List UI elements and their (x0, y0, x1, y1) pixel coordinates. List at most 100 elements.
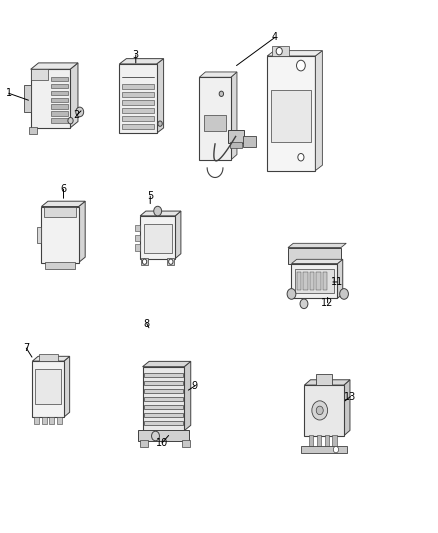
Bar (42, 417, 47, 424)
Bar (140, 440, 148, 447)
Polygon shape (32, 356, 70, 361)
Bar (228, 130, 244, 143)
Text: 9: 9 (192, 381, 198, 391)
Circle shape (169, 259, 173, 264)
Bar (51, 77, 68, 81)
Bar (316, 375, 332, 385)
Text: 2: 2 (74, 110, 80, 120)
Bar (144, 413, 183, 417)
Bar (291, 263, 337, 298)
Bar (303, 271, 307, 290)
Polygon shape (31, 63, 78, 69)
Bar (31, 69, 70, 128)
Bar (271, 90, 311, 142)
Bar (51, 84, 68, 88)
Polygon shape (64, 356, 70, 417)
Circle shape (76, 107, 84, 117)
Text: 10: 10 (156, 438, 168, 448)
Bar (135, 244, 140, 251)
Polygon shape (157, 59, 164, 133)
Bar (304, 385, 344, 436)
Bar (295, 269, 334, 293)
Circle shape (158, 121, 162, 126)
Bar (29, 127, 37, 134)
Bar (182, 440, 190, 447)
Bar (51, 118, 68, 123)
Bar (144, 373, 183, 377)
Polygon shape (288, 243, 346, 247)
Text: 7: 7 (23, 343, 29, 353)
Bar (332, 435, 337, 448)
Bar (167, 258, 174, 265)
Polygon shape (119, 59, 164, 64)
Bar (309, 435, 313, 448)
Polygon shape (304, 379, 350, 385)
Bar (301, 447, 347, 453)
Bar (49, 417, 54, 424)
Text: 1: 1 (6, 88, 12, 98)
Polygon shape (231, 72, 237, 160)
Bar (138, 430, 188, 441)
Text: 5: 5 (147, 191, 153, 201)
Bar (141, 258, 148, 265)
Bar (119, 64, 157, 133)
Circle shape (142, 259, 147, 264)
Bar (57, 417, 62, 424)
Polygon shape (184, 361, 191, 431)
Text: 11: 11 (331, 277, 343, 287)
Bar (122, 124, 154, 129)
Bar (122, 116, 154, 121)
Bar (135, 235, 140, 241)
Text: 13: 13 (344, 392, 357, 401)
Bar (24, 85, 31, 112)
Bar (323, 271, 328, 290)
Polygon shape (337, 259, 343, 298)
Text: 3: 3 (133, 50, 139, 60)
Bar (267, 56, 315, 171)
Bar (135, 225, 140, 231)
Polygon shape (291, 259, 343, 263)
Bar (288, 247, 341, 263)
Bar (144, 421, 183, 425)
Bar (143, 367, 184, 431)
Bar (45, 262, 75, 269)
Bar (35, 369, 61, 404)
Polygon shape (70, 63, 78, 128)
Circle shape (316, 406, 323, 415)
Bar (39, 354, 58, 361)
Bar (297, 271, 301, 290)
Circle shape (152, 431, 159, 441)
Circle shape (333, 446, 339, 453)
Circle shape (154, 206, 162, 216)
Text: 4: 4 (272, 33, 278, 42)
Bar (272, 46, 289, 56)
Bar (51, 111, 68, 116)
Text: 12: 12 (321, 298, 334, 308)
Bar (144, 389, 183, 393)
Circle shape (340, 289, 348, 300)
Bar (31, 69, 49, 80)
Bar (144, 381, 183, 385)
Bar (51, 104, 68, 109)
Bar (122, 100, 154, 105)
Bar (140, 216, 175, 259)
Bar (122, 92, 154, 97)
Bar (204, 115, 226, 131)
Circle shape (219, 91, 223, 96)
Bar (51, 98, 68, 102)
Circle shape (298, 154, 304, 161)
Bar (51, 91, 68, 95)
Polygon shape (344, 379, 350, 436)
Bar (122, 108, 154, 113)
Bar (37, 227, 41, 243)
Bar (243, 136, 256, 147)
Bar (122, 84, 154, 89)
Bar (199, 77, 231, 160)
Bar (230, 142, 242, 148)
Bar (310, 271, 314, 290)
Bar (317, 435, 321, 448)
Polygon shape (199, 72, 237, 77)
Polygon shape (140, 211, 181, 216)
Bar (144, 405, 183, 409)
Bar (316, 271, 321, 290)
